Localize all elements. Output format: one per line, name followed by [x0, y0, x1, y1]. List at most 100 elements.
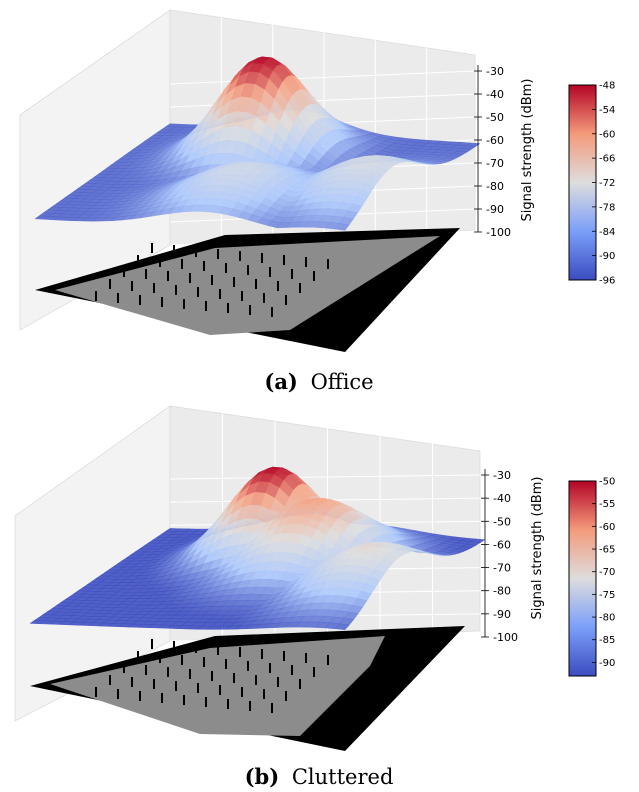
floor-mark [211, 275, 213, 285]
colorbar-tick-label: -96 [599, 276, 615, 287]
floor-mark [219, 289, 221, 299]
floor-mark [173, 641, 175, 651]
z-tick-label: -70 [486, 157, 504, 170]
floor-mark [167, 271, 169, 281]
floor-mark [327, 259, 329, 269]
floor-mark [227, 303, 229, 313]
z-tick-label: -70 [493, 562, 511, 575]
floor-mark [183, 299, 185, 309]
z-axis: -30 -40 -50 -60 -70 -80 -90 -100 [474, 65, 511, 239]
floor-mark [249, 701, 251, 711]
floor-mark [151, 639, 153, 649]
colorbar-tick-label: -80 [599, 613, 615, 624]
floor-mark [137, 651, 139, 661]
floor-mark [219, 685, 221, 695]
signal-surface [34, 56, 481, 231]
z-tick-label: -50 [493, 515, 511, 528]
colorbar-tick-label: -66 [599, 154, 615, 165]
colorbar-tick-label: -75 [599, 590, 615, 601]
floor-mark [145, 269, 147, 279]
z-tick-label: -50 [486, 111, 504, 124]
z-axis-label: Signal strength (dBm) [520, 79, 535, 222]
colorbar-tick-label: -70 [599, 567, 615, 578]
floor-mark [139, 691, 141, 701]
floor-mark [137, 255, 139, 265]
colorbar-tick-label: -60 [599, 129, 615, 140]
floor-mark [233, 673, 235, 683]
floor-mark [271, 703, 273, 713]
floor-mark [225, 263, 227, 273]
z-tick-label: -40 [493, 492, 511, 505]
caption-text: Office [311, 370, 374, 394]
floor-mark [145, 665, 147, 675]
z-tick-label: -60 [486, 134, 504, 147]
z-tick-label: -30 [493, 469, 511, 482]
floor-mark [225, 659, 227, 669]
floor-mark [249, 305, 251, 315]
floor-mark [205, 301, 207, 311]
floor-mark [95, 687, 97, 697]
floor-mark [217, 249, 219, 259]
floor-mark [109, 675, 111, 685]
floor-mark [261, 253, 263, 263]
caption: (b) Cluttered [245, 764, 394, 789]
floor-mark [277, 677, 279, 687]
z-tick-label: -100 [486, 226, 511, 239]
floor-mark [173, 245, 175, 255]
floor-mark [277, 281, 279, 291]
floor-mark [131, 677, 133, 687]
floor-clutter-marks [95, 639, 329, 713]
floor-mark [283, 651, 285, 661]
floor-mark [161, 693, 163, 703]
floor-mark [261, 649, 263, 659]
floor-mark [305, 257, 307, 267]
z-axis: -30 -40 -50 -60 -70 -80 -90 -100 [481, 469, 518, 644]
floor-mark [203, 261, 205, 271]
floor-mark [291, 269, 293, 279]
signal-surface [29, 466, 486, 631]
floor-plan [30, 626, 465, 751]
colorbar [568, 480, 597, 677]
floor-mark [299, 283, 301, 293]
colorbar-tick-label: -78 [599, 202, 615, 213]
floor-mark [161, 297, 163, 307]
colorbar-tick-label: -60 [599, 522, 615, 533]
floor-mark [181, 259, 183, 269]
floor-mark [203, 657, 205, 667]
z-tick-label: -30 [486, 65, 504, 78]
floor-mark [95, 291, 97, 301]
floor-mark [283, 255, 285, 265]
colorbar-tick-label: -48 [599, 81, 615, 92]
colorbar-tick-label: -85 [599, 635, 615, 646]
floor-mark [123, 267, 125, 277]
z-axis-label: Signal strength (dBm) [530, 477, 545, 620]
floor-mark [195, 247, 197, 257]
floor-mark [131, 281, 133, 291]
z-tick-label: -80 [493, 585, 511, 598]
floor-mark [195, 643, 197, 653]
floor-mark [255, 675, 257, 685]
floor-mark [239, 251, 241, 261]
caption-text: Cluttered [292, 765, 394, 789]
floor-mark [227, 699, 229, 709]
z-tick-label: -80 [486, 180, 504, 193]
floor-mark [117, 293, 119, 303]
floor-mark [285, 295, 287, 305]
z-tick-label: -60 [493, 538, 511, 551]
floor-mark [299, 679, 301, 689]
z-tick-label: -90 [486, 203, 504, 216]
floor-mark [313, 667, 315, 677]
floor-mark [183, 695, 185, 705]
colorbar-tick-label: -90 [599, 251, 615, 262]
floor-area [50, 636, 385, 736]
floor-mark [167, 667, 169, 677]
colorbar-tick-label: -55 [599, 499, 615, 510]
floor-mark [197, 683, 199, 693]
colorbar-tick-label: -90 [599, 658, 615, 669]
floor-mark [189, 273, 191, 283]
floor-mark [241, 291, 243, 301]
floor-mark [117, 689, 119, 699]
z-tick-label: -100 [493, 631, 518, 644]
floor-mark [159, 257, 161, 267]
colorbar-tick-label: -65 [599, 545, 615, 556]
